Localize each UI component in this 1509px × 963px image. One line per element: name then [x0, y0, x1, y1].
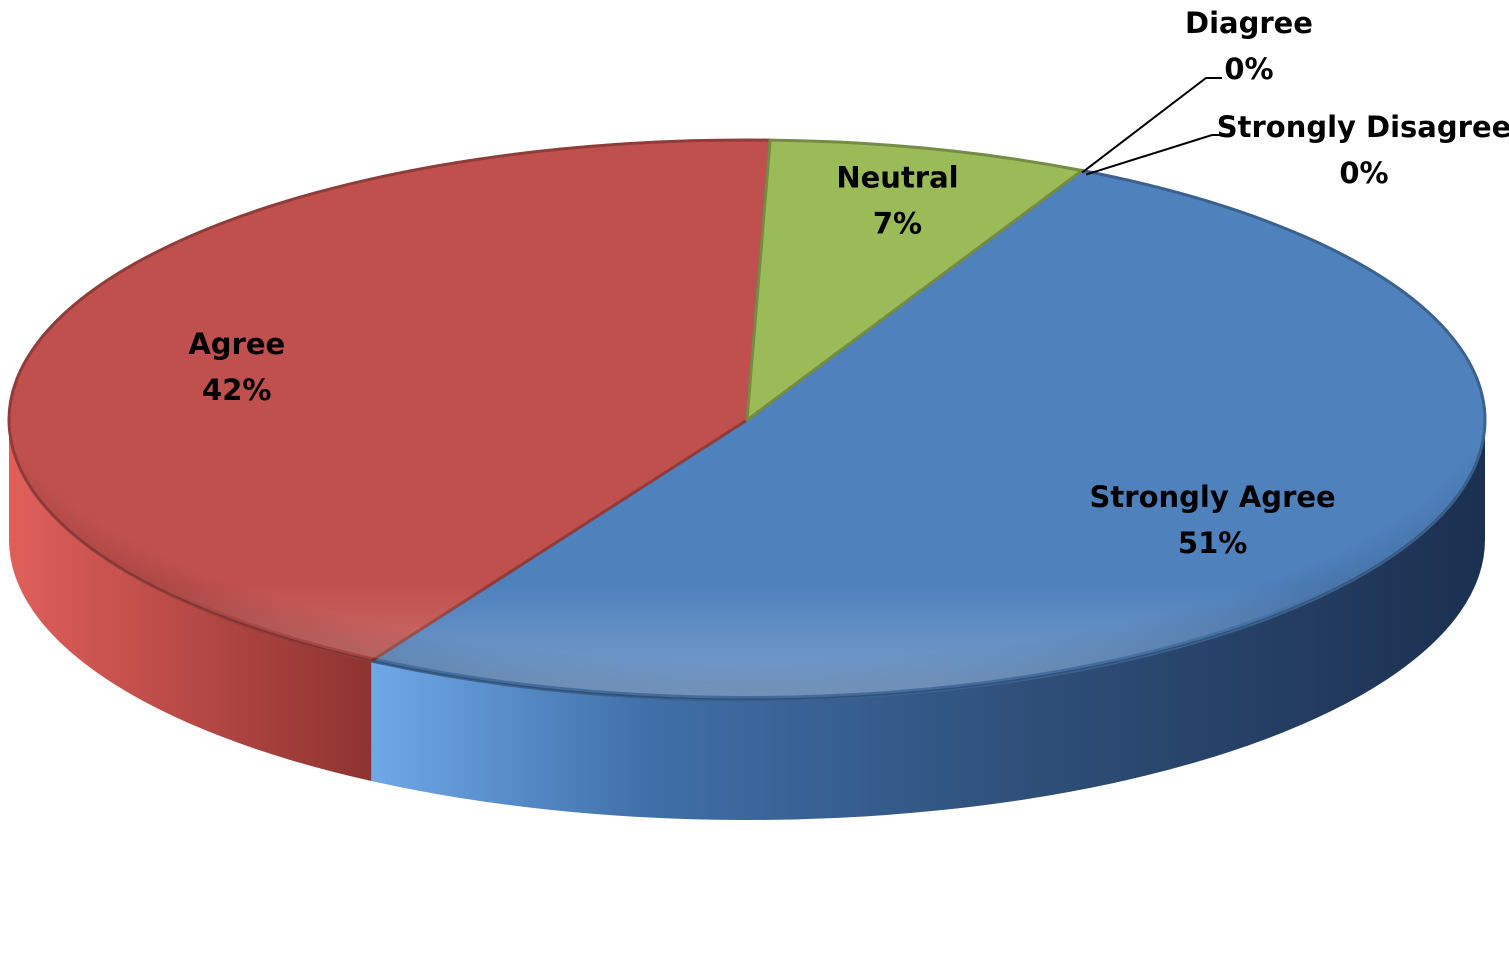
leader-lines — [1081, 77, 1224, 176]
pie-side-agree — [9, 420, 372, 782]
pie-rim-highlight — [15, 144, 1479, 696]
pie-side-strongly-agree — [371, 420, 1486, 820]
data-label-strongly-disagree: Strongly Disagree 0% — [1217, 110, 1509, 190]
data-labels: Strongly Agree 51% Agree 42% Neutral 7% Diagre… — [188, 6, 1509, 560]
pie-shading — [9, 140, 1485, 700]
leader-line-diagree — [1081, 77, 1222, 174]
leader-line-strongly-disagree — [1085, 134, 1224, 176]
data-label-diagree: Diagree 0% — [1185, 6, 1313, 86]
pie-sides — [9, 420, 1486, 820]
data-label-agree: Agree 42% — [188, 327, 285, 407]
data-label-neutral: Neutral 7% — [836, 161, 958, 241]
data-label-strongly-agree: Strongly Agree 51% — [1090, 480, 1336, 560]
